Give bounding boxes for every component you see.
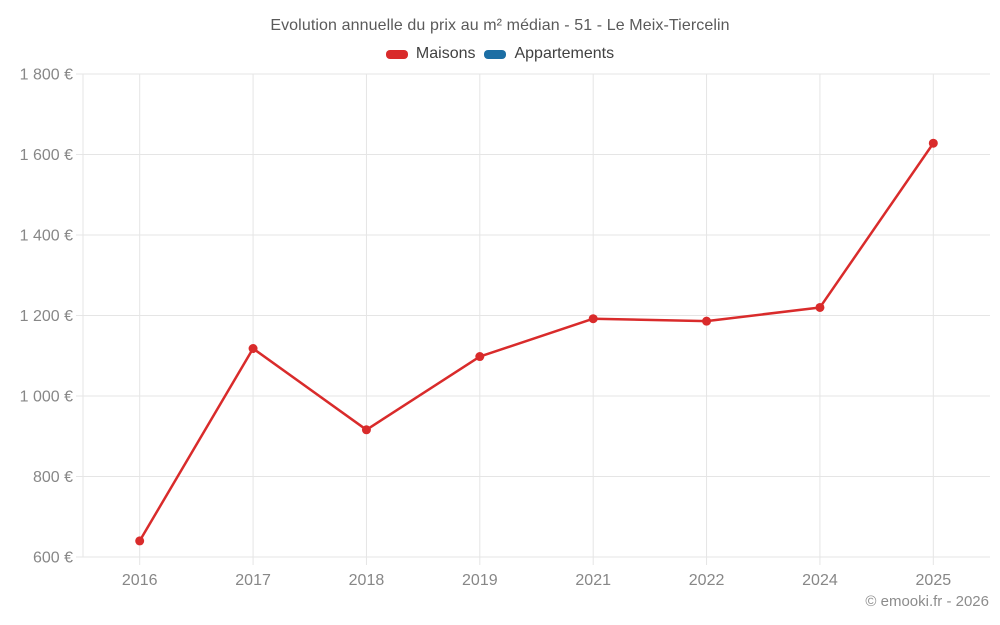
x-tick-label: 2021 [575, 572, 611, 589]
legend-label-appartements: Appartements [514, 45, 615, 62]
data-point[interactable] [702, 316, 712, 326]
data-point[interactable] [361, 425, 371, 435]
chart-title: Evolution annuelle du prix au m² médian … [270, 17, 730, 34]
y-tick-label: 1 000 € [20, 389, 73, 406]
legend-item-maisons[interactable]: Maisons [385, 45, 476, 63]
data-point[interactable] [135, 536, 145, 546]
x-tick-label: 2019 [462, 572, 498, 589]
data-point[interactable] [815, 302, 825, 312]
series-line-maisons [138, 141, 935, 543]
y-tick-label: 800 € [33, 469, 73, 486]
data-point[interactable] [928, 138, 938, 148]
legend-label-maisons: Maisons [415, 45, 476, 62]
x-tick-label: 2025 [916, 572, 952, 589]
x-tick-label: 2024 [802, 572, 838, 589]
copyright-note: © emooki.fr - 2026 [865, 593, 989, 610]
x-tick-label: 2022 [689, 572, 725, 589]
chart-legend: Maisons Appartements [0, 45, 1000, 63]
maisons-series-swatch-icon [385, 49, 408, 59]
legend-item-appartements[interactable]: Appartements [484, 45, 614, 63]
x-tick-label: 2018 [349, 572, 385, 589]
data-point[interactable] [248, 344, 258, 354]
data-point[interactable] [588, 314, 598, 324]
y-tick-label: 1 800 € [20, 67, 73, 84]
y-tick-label: 1 600 € [20, 147, 73, 164]
x-tick-label: 2016 [122, 572, 158, 589]
y-tick-label: 1 400 € [20, 228, 73, 245]
x-tick-label: 2017 [235, 572, 271, 589]
data-point[interactable] [475, 352, 485, 362]
y-tick-label: 600 € [33, 550, 73, 567]
appartements-series-swatch-icon [484, 49, 507, 59]
y-tick-label: 1 200 € [20, 308, 73, 325]
